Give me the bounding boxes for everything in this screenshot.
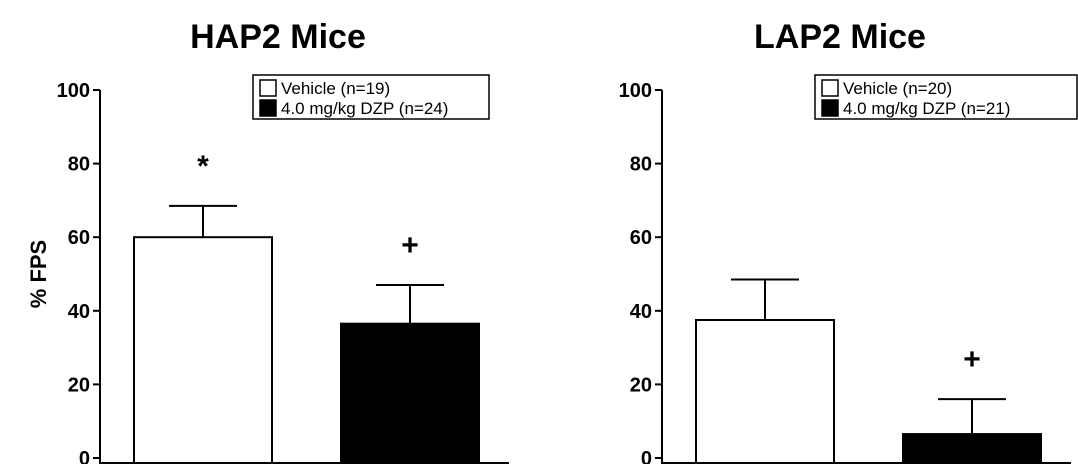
bar-2 bbox=[340, 322, 480, 464]
legend-label: Vehicle (n=20) bbox=[843, 79, 952, 98]
chart-panel-1: HAP2 Mice % FPS 0 20 40 60 80 100 * + Vehicle (n=1… bbox=[26, 18, 509, 464]
y-tick-label: 0 bbox=[641, 448, 652, 464]
legend-box bbox=[814, 74, 1078, 120]
y-tick-label: 40 bbox=[68, 301, 90, 323]
significance-marker: * bbox=[197, 150, 209, 183]
bar-2 bbox=[902, 433, 1042, 464]
y-tick-label: 100 bbox=[619, 80, 652, 102]
y-tick-label: 20 bbox=[630, 374, 652, 396]
y-tick-label: 80 bbox=[68, 154, 90, 176]
y-tick-label: 100 bbox=[57, 80, 90, 102]
legend-swatch bbox=[821, 79, 839, 97]
y-tick-label: 60 bbox=[630, 227, 652, 249]
legend-box bbox=[252, 74, 490, 120]
bar-1 bbox=[133, 236, 273, 464]
significance-marker: + bbox=[963, 343, 981, 376]
y-axis-label: % FPS bbox=[26, 240, 51, 308]
legend-swatch bbox=[259, 79, 277, 97]
y-tick-label: 40 bbox=[630, 301, 652, 323]
y-tick-label: 0 bbox=[79, 448, 90, 464]
legend-label: Vehicle (n=19) bbox=[281, 79, 390, 98]
chart-title: LAP2 Mice bbox=[754, 18, 926, 56]
y-tick-label: 80 bbox=[630, 154, 652, 176]
y-tick-label: 60 bbox=[68, 227, 90, 249]
chart-title: HAP2 Mice bbox=[190, 18, 366, 56]
legend-label: 4.0 mg/kg DZP (n=21) bbox=[843, 99, 1010, 118]
legend: Vehicle (n=20)4.0 mg/kg DZP (n=21) bbox=[814, 74, 1078, 120]
legend-swatch bbox=[259, 99, 277, 117]
chart-panel-2: LAP2 Mice 0 20 40 60 80 100 + Vehicle (n=20)4.0 … bbox=[619, 18, 1078, 464]
bar-1 bbox=[695, 319, 835, 464]
legend-label: 4.0 mg/kg DZP (n=24) bbox=[281, 99, 448, 118]
legend-swatch bbox=[821, 99, 839, 117]
legend: Vehicle (n=19)4.0 mg/kg DZP (n=24) bbox=[252, 74, 490, 120]
significance-marker: + bbox=[401, 229, 419, 262]
y-tick-label: 20 bbox=[68, 374, 90, 396]
